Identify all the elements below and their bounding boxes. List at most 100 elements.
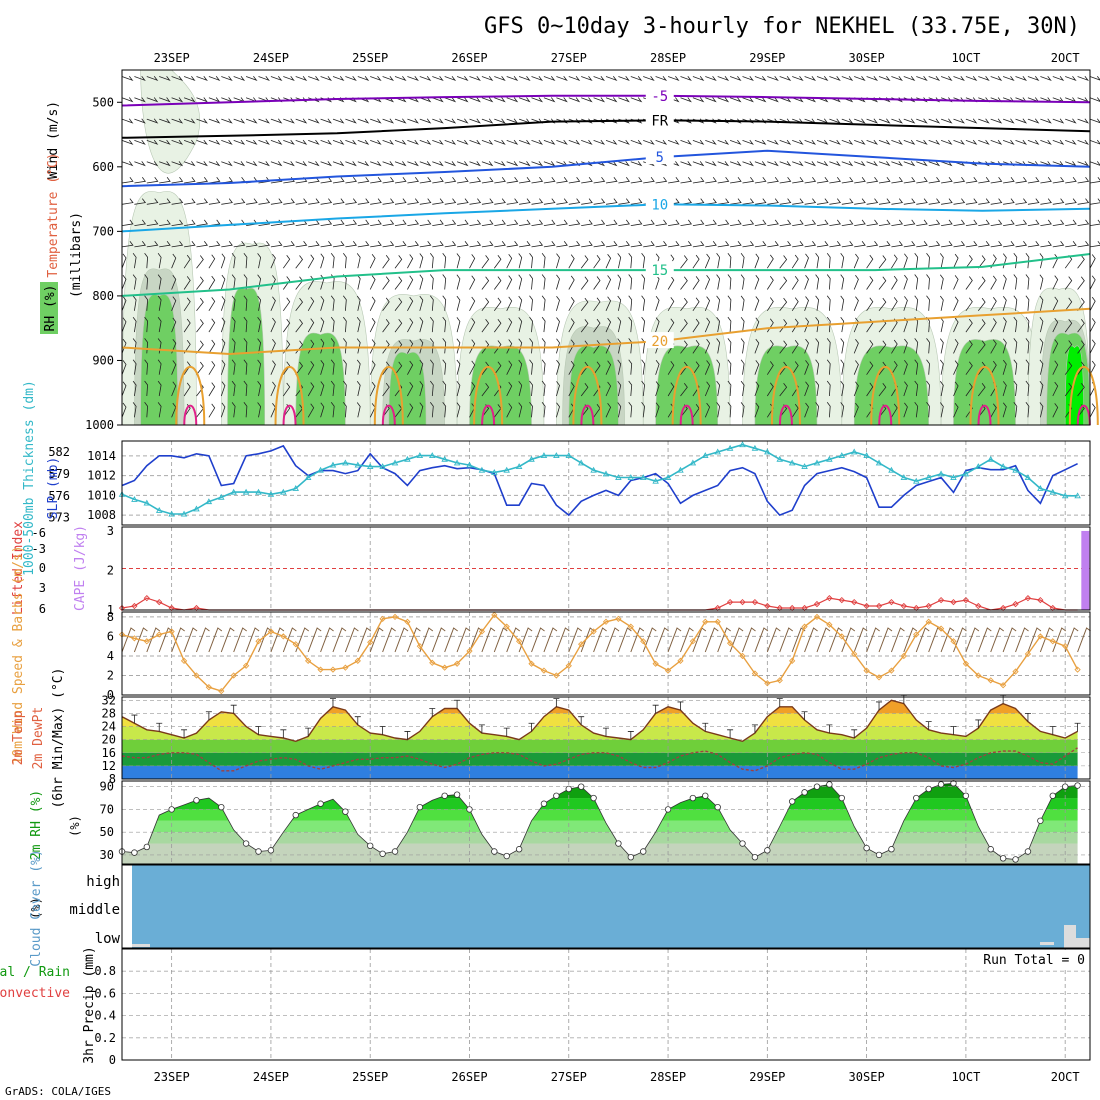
wind-barb bbox=[742, 177, 755, 184]
rh-point bbox=[863, 844, 870, 852]
wind-barb bbox=[928, 97, 941, 103]
ylabel-precip-conv: Convective bbox=[0, 986, 70, 1001]
wind-barb bbox=[295, 118, 308, 124]
wind-barb bbox=[493, 318, 502, 333]
wind-barb bbox=[617, 253, 622, 269]
wind-barb bbox=[407, 275, 414, 290]
rh-point bbox=[466, 806, 473, 813]
wind-barb bbox=[791, 254, 799, 269]
wind-barb bbox=[357, 161, 370, 167]
wind-barb bbox=[804, 219, 817, 226]
wind-barb bbox=[295, 240, 308, 248]
wind-barb bbox=[568, 318, 575, 333]
wind-barb bbox=[481, 75, 494, 82]
wind-speed-point bbox=[975, 672, 982, 679]
wind-barb bbox=[208, 382, 216, 397]
wind-barb bbox=[667, 318, 675, 333]
ylabel-precip-rain: Total / Rain bbox=[0, 965, 70, 980]
wind-barb bbox=[556, 97, 568, 103]
wind-barb bbox=[382, 161, 395, 167]
wind-barb bbox=[307, 339, 315, 354]
wind-barb bbox=[132, 295, 137, 311]
wind-barb bbox=[854, 177, 866, 184]
isotherm-loop bbox=[778, 404, 793, 426]
wind-barb bbox=[531, 177, 544, 184]
wind-barb bbox=[270, 339, 276, 354]
wind-barb bbox=[903, 161, 916, 167]
wind-barb bbox=[990, 275, 997, 290]
wind-barb bbox=[829, 219, 842, 226]
wind-barb bbox=[481, 340, 490, 354]
wind-barb bbox=[295, 361, 304, 375]
wind-barb bbox=[766, 361, 774, 375]
wind-barb bbox=[704, 275, 711, 290]
wind-barb bbox=[692, 219, 705, 226]
thickness-point bbox=[714, 448, 721, 455]
wind-barb bbox=[618, 177, 631, 184]
wind-barb bbox=[1015, 139, 1028, 145]
wind-barb bbox=[157, 253, 162, 269]
thickness-point bbox=[267, 490, 275, 497]
wind-barb bbox=[891, 118, 903, 124]
wind-barb bbox=[1065, 240, 1077, 248]
wind-barb bbox=[878, 75, 891, 82]
rh-point bbox=[1012, 856, 1019, 863]
thickness-point bbox=[404, 455, 411, 462]
wind-barb bbox=[1002, 402, 1007, 418]
wind-barb bbox=[342, 359, 347, 375]
wind-barb bbox=[258, 75, 270, 82]
wind-barb bbox=[668, 219, 680, 226]
wind-barb bbox=[928, 219, 941, 226]
wind-barb bbox=[767, 75, 779, 82]
rh-frame bbox=[121, 780, 1091, 865]
wind-barb bbox=[939, 295, 944, 311]
wind-barb bbox=[419, 402, 424, 418]
thickness-point bbox=[577, 459, 585, 466]
date-label-top: 25SEP bbox=[352, 51, 388, 65]
thickness-point bbox=[615, 474, 622, 480]
barb-10m bbox=[382, 627, 396, 653]
wind-barb bbox=[407, 75, 419, 82]
wind-barb bbox=[469, 161, 481, 167]
date-label-bottom: 26SEP bbox=[451, 1070, 487, 1084]
wind-barb bbox=[655, 317, 660, 333]
wind-barb bbox=[766, 382, 774, 397]
wind-barb bbox=[580, 255, 589, 269]
wind-barb bbox=[270, 296, 276, 311]
wind-barb bbox=[295, 255, 304, 269]
wind-barb bbox=[939, 253, 944, 269]
rh-point bbox=[640, 848, 647, 855]
wind-barb bbox=[556, 295, 560, 311]
wind-barb bbox=[826, 295, 831, 311]
wind-barb bbox=[184, 198, 196, 205]
barb-10m bbox=[320, 627, 334, 653]
wind-barb bbox=[1089, 75, 1100, 81]
wind-barb bbox=[605, 139, 618, 145]
wind-speed-point bbox=[999, 682, 1007, 689]
wind-barb bbox=[481, 118, 494, 124]
wind-barb bbox=[854, 75, 866, 82]
wind-barb bbox=[581, 139, 593, 145]
wind-barb bbox=[704, 253, 711, 269]
wind-barb bbox=[965, 318, 973, 333]
wind-barb bbox=[1040, 177, 1052, 184]
temp-band bbox=[122, 752, 1078, 766]
wind-barb bbox=[407, 240, 420, 248]
wind-barb bbox=[456, 359, 461, 375]
wind-barb bbox=[705, 177, 717, 184]
wind-barb bbox=[628, 380, 633, 397]
wind-barb bbox=[866, 75, 879, 82]
wind-barb bbox=[320, 402, 325, 418]
wind-barb bbox=[456, 161, 469, 167]
wind-barb bbox=[1052, 118, 1065, 124]
barb-10m bbox=[1064, 627, 1079, 653]
wind-barb bbox=[531, 240, 544, 248]
wind-barb bbox=[469, 97, 481, 103]
cape-point bbox=[813, 600, 821, 608]
wind-barb bbox=[519, 198, 531, 205]
wind-speed-point bbox=[900, 652, 907, 660]
wind-barb bbox=[605, 253, 612, 269]
slp-tick-label: 1012 bbox=[87, 469, 116, 483]
minmax-bar bbox=[578, 716, 585, 725]
